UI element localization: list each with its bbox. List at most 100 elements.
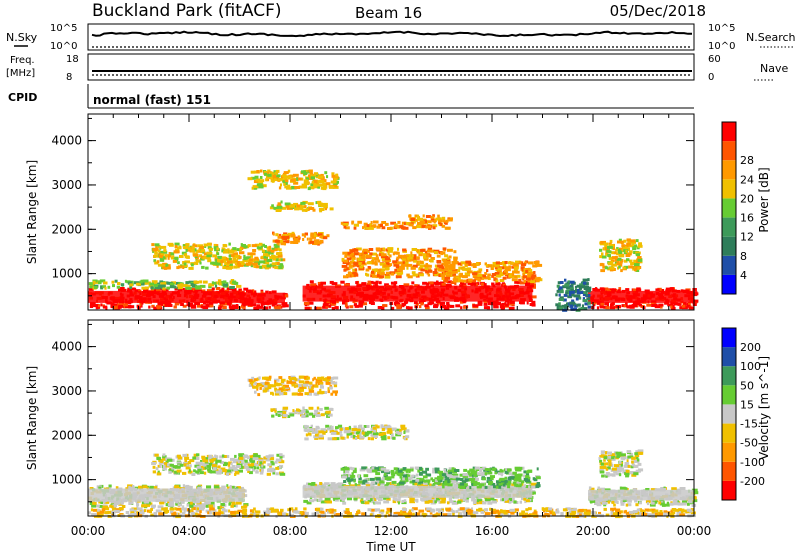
power-cell — [247, 177, 253, 181]
power-cell — [261, 255, 265, 259]
power-cell — [511, 278, 518, 282]
power-cell — [459, 300, 464, 304]
power-cell — [499, 279, 505, 282]
power-cell — [577, 288, 580, 292]
power-cell — [384, 283, 389, 287]
power-cell — [495, 279, 499, 283]
power-cell — [493, 305, 499, 309]
power-cell — [410, 251, 413, 255]
power-cell — [267, 173, 272, 177]
power-cell — [275, 207, 278, 210]
power-cell — [425, 225, 432, 229]
power-cell — [158, 245, 161, 248]
velocity-cell — [422, 475, 428, 479]
velocity-cell — [129, 508, 134, 512]
velocity-cell — [546, 509, 551, 513]
velocity-cell — [164, 507, 168, 511]
velocity-cell — [191, 507, 194, 511]
power-cell — [402, 304, 405, 308]
power-cell — [395, 300, 399, 304]
power-cell — [638, 303, 642, 307]
velocity-cell — [244, 461, 250, 465]
power-cell — [255, 178, 261, 182]
power-colorbar-tick: 24 — [740, 173, 754, 186]
power-cell — [162, 262, 167, 266]
power-cell — [358, 252, 362, 256]
power-cell — [335, 173, 339, 177]
velocity-cell — [150, 505, 155, 509]
power-cell — [664, 301, 670, 305]
velocity-cell — [170, 458, 175, 462]
power-cell — [107, 285, 111, 289]
velocity-cell — [228, 502, 232, 506]
power-cell — [261, 264, 267, 268]
power-cell — [223, 250, 229, 254]
power-cell — [468, 278, 473, 282]
velocity-cell — [405, 478, 409, 482]
velocity-cell — [490, 497, 495, 501]
velocity-cell — [214, 513, 217, 517]
velocity-cell — [112, 507, 117, 511]
power-cell — [379, 281, 382, 285]
velocity-cell — [249, 455, 254, 459]
power-cell — [596, 301, 603, 305]
velocity-cell — [179, 500, 185, 504]
power-cell — [266, 259, 273, 262]
power-cell — [173, 305, 177, 309]
power-cell — [402, 248, 407, 252]
velocity-cell — [426, 497, 433, 501]
velocity-cell — [303, 507, 307, 511]
velocity-cell — [334, 496, 340, 500]
power-cell — [216, 244, 219, 248]
power-cell — [272, 257, 277, 261]
velocity-cell — [212, 509, 217, 513]
velocity-cell — [163, 509, 170, 513]
power-cell — [162, 286, 166, 290]
power-cell — [628, 265, 633, 269]
power-cell — [357, 264, 362, 268]
velocity-cell — [500, 513, 504, 517]
velocity-cell — [168, 503, 175, 507]
power-cell — [495, 302, 501, 306]
power-cell — [622, 266, 626, 270]
power-band-1 — [302, 285, 533, 302]
power-cell — [252, 262, 258, 266]
nsky-label: N.Sky — [6, 31, 38, 44]
velocity-cell — [304, 511, 309, 515]
velocity-cell — [399, 481, 405, 485]
power-cell — [238, 255, 242, 259]
power-cell — [476, 262, 479, 266]
power-cell — [533, 277, 538, 281]
power-cell — [395, 265, 400, 269]
power-cell — [318, 208, 325, 211]
velocity-cell — [419, 467, 423, 470]
velocity-cell — [377, 483, 381, 487]
velocity-cell — [401, 499, 404, 503]
velocity-cell — [402, 474, 408, 478]
velocity-cell — [676, 500, 680, 504]
power-cell — [582, 281, 587, 285]
power-cell — [272, 174, 277, 178]
power-cell — [231, 304, 236, 308]
power-cell — [203, 252, 207, 256]
power-cell — [380, 253, 387, 257]
power-cell — [123, 303, 128, 307]
power-cell — [567, 280, 571, 284]
velocity-cell — [351, 472, 354, 476]
velocity-cell — [353, 497, 358, 501]
power-cell — [500, 306, 505, 310]
power-cell — [471, 282, 477, 286]
power-cell — [393, 283, 397, 287]
power-cell — [405, 258, 408, 262]
power-cell — [153, 259, 157, 263]
velocity-cell — [501, 498, 504, 502]
power-cell — [234, 261, 237, 265]
power-cell — [421, 224, 427, 228]
velocity-cell — [303, 499, 308, 503]
power-cell — [262, 184, 267, 188]
power-cell — [587, 278, 590, 282]
velocity-cell — [242, 509, 248, 512]
velocity-cell — [439, 472, 445, 476]
velocity-cell — [115, 508, 122, 512]
power-cell — [496, 269, 501, 273]
